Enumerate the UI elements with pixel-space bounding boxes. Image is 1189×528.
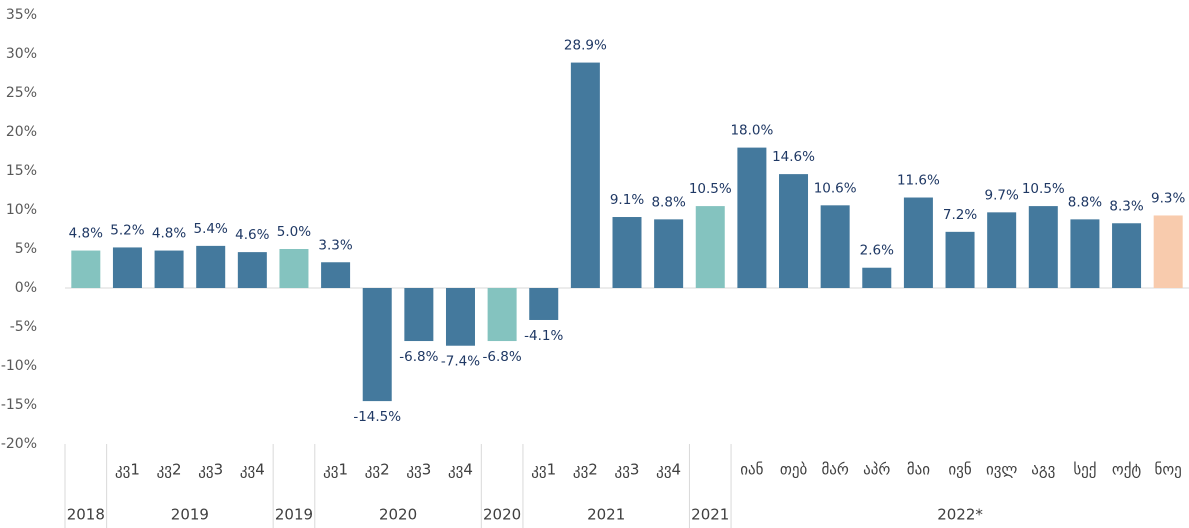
data-label: 9.7% <box>985 187 1019 203</box>
bar <box>1028 206 1058 288</box>
group-label: 2019 <box>275 506 313 524</box>
bar <box>612 217 642 288</box>
x-tick-label: აპრ <box>863 461 890 479</box>
bar <box>196 245 226 288</box>
data-label: -6.8% <box>483 349 522 365</box>
data-label: -4.1% <box>524 328 563 344</box>
bar <box>779 174 809 288</box>
data-label: 4.6% <box>235 227 269 243</box>
group-label: 2022* <box>937 506 983 524</box>
x-tick-label: მარ <box>821 461 848 479</box>
group-label: 2019 <box>171 506 209 524</box>
x-tick-label: იან <box>740 461 763 479</box>
data-label: 3.3% <box>318 237 352 253</box>
y-tick-label: 5% <box>15 241 37 257</box>
bar <box>862 267 892 288</box>
data-label: 5.2% <box>110 222 144 238</box>
bar <box>903 197 933 288</box>
data-label: 9.1% <box>610 192 644 208</box>
x-tick-label: კვ1 <box>115 461 140 479</box>
x-tick-label: თებ <box>780 461 808 479</box>
x-tick-label: სექ <box>1073 461 1096 479</box>
data-label: 10.5% <box>1022 181 1065 197</box>
y-tick-label: 30% <box>6 46 37 62</box>
data-label: 2.6% <box>860 243 894 259</box>
data-label: -6.8% <box>399 349 438 365</box>
bar <box>1153 215 1183 288</box>
y-tick-label: 0% <box>15 280 37 296</box>
x-tick-label: კვ2 <box>573 461 598 479</box>
y-tick-label: -15% <box>1 397 37 413</box>
x-tick-label: კვ2 <box>157 461 182 479</box>
y-tick-label: 25% <box>6 85 37 101</box>
x-tick-label: კვ4 <box>656 461 681 479</box>
bar <box>820 205 850 288</box>
x-tick-label: კვ4 <box>448 461 473 479</box>
y-tick-label: 10% <box>6 202 37 218</box>
bar <box>1112 223 1142 288</box>
data-label: 10.5% <box>689 181 732 197</box>
bar <box>570 62 600 288</box>
data-label: -7.4% <box>441 354 480 370</box>
group-label: 2020 <box>379 506 417 524</box>
bar <box>529 288 559 320</box>
x-tick-label: ნოე <box>1155 461 1182 479</box>
bar <box>487 288 517 342</box>
x-tick-label: მაი <box>907 461 930 479</box>
x-tick-label: კვ3 <box>198 461 223 479</box>
data-label: 5.0% <box>277 224 311 240</box>
data-label: 28.9% <box>564 38 607 54</box>
data-label: 8.8% <box>651 194 685 210</box>
x-tick-label: კვ3 <box>615 461 640 479</box>
x-tick-label: კვ3 <box>406 461 431 479</box>
bar <box>654 219 684 288</box>
bar <box>445 288 475 346</box>
bar <box>71 250 101 288</box>
x-tick-label: კვ4 <box>240 461 265 479</box>
group-label: 2020 <box>483 506 521 524</box>
x-tick-label: ოქტ <box>1112 461 1141 479</box>
bar <box>362 288 392 402</box>
group-label: 2021 <box>691 506 729 524</box>
bar <box>321 262 351 288</box>
data-label: -14.5% <box>353 409 401 425</box>
bar <box>237 252 267 288</box>
bar <box>404 288 434 342</box>
bar <box>279 249 309 288</box>
group-label: 2021 <box>587 506 625 524</box>
group-label: 2018 <box>67 506 105 524</box>
y-tick-label: -10% <box>1 358 37 374</box>
x-tick-label: კვ2 <box>365 461 390 479</box>
data-label: 7.2% <box>943 207 977 223</box>
data-label: 18.0% <box>730 123 773 139</box>
bar <box>945 231 975 288</box>
x-tick-label: ივნ <box>948 461 971 479</box>
bar <box>112 247 142 288</box>
x-tick-label: კვ1 <box>531 461 556 479</box>
x-tick-label: ივლ <box>986 461 1017 479</box>
bar <box>737 147 767 288</box>
data-label: 4.8% <box>152 226 186 242</box>
data-label: 14.6% <box>772 149 815 165</box>
y-tick-label: 20% <box>6 124 37 140</box>
data-label: 5.4% <box>194 221 228 237</box>
y-tick-label: 15% <box>6 163 37 179</box>
data-label: 10.6% <box>814 180 857 196</box>
data-label: 9.3% <box>1151 190 1185 206</box>
y-tick-label: -5% <box>10 319 37 335</box>
y-tick-label: 35% <box>6 7 37 23</box>
data-label: 4.8% <box>69 226 103 242</box>
x-tick-label: კვ1 <box>323 461 348 479</box>
y-tick-label: -20% <box>1 436 37 452</box>
x-tick-label: აგვ <box>1031 461 1055 479</box>
data-label: 11.6% <box>897 173 940 189</box>
data-label: 8.3% <box>1109 198 1143 214</box>
bar <box>987 212 1017 288</box>
bar <box>1070 219 1100 288</box>
data-label: 8.8% <box>1068 194 1102 210</box>
bar <box>695 206 725 288</box>
bar <box>154 250 184 288</box>
